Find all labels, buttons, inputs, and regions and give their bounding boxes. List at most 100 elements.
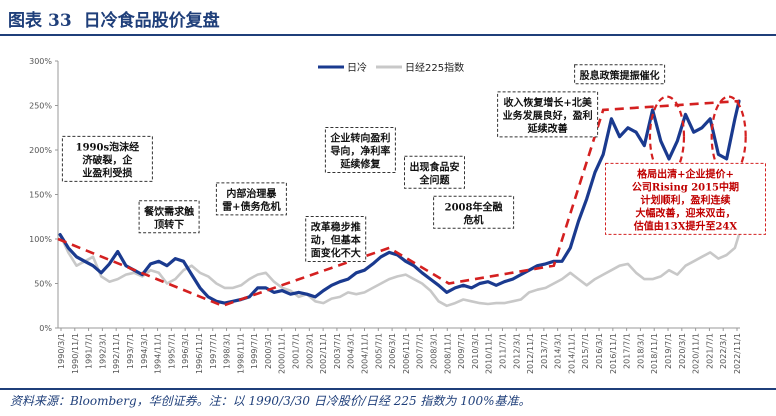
x-tick-label: 2014/11/1 xyxy=(567,333,576,374)
stock-chart: 0% 50% 100% 150% 200% 250% 300% 1990/3/1 1990/1… xyxy=(29,57,766,374)
highlight-ellipses xyxy=(648,95,747,178)
annotation-text: 1990s泡沫经 xyxy=(76,140,139,153)
annotation-text: 2008年全融 xyxy=(445,200,503,213)
red-annotation-box xyxy=(605,162,766,235)
series-layer xyxy=(58,99,741,308)
x-tick-label: 2012/3/1 xyxy=(512,333,521,369)
y-axis: 0% 50% 100% 150% 200% 250% 300% xyxy=(29,57,59,333)
y-tick-label: 0% xyxy=(39,324,52,333)
red-annotation-text: 大幅改善，迎来双击， xyxy=(635,206,735,219)
x-tick-label: 2018/11/1 xyxy=(650,333,659,374)
trend-line xyxy=(57,99,740,308)
y-tick-label: 250% xyxy=(29,102,52,111)
title-rule xyxy=(0,34,776,36)
x-tick-label: 2021/7/1 xyxy=(705,333,714,369)
figure-number: 33 xyxy=(48,11,72,31)
x-tick-label: 2013/7/1 xyxy=(540,333,549,369)
annotation-text: 面变化不大 xyxy=(311,247,361,260)
annotation-text: 改革稳步推 xyxy=(311,221,361,234)
annotation-box xyxy=(433,195,515,229)
annotation-box xyxy=(305,216,367,262)
x-tick-label: 1996/3/1 xyxy=(181,333,190,369)
x-tick-label: 2020/11/1 xyxy=(692,333,701,374)
x-tick-label: 2019/7/1 xyxy=(664,333,673,369)
red-annotation-text: 格局出清+企业提价+ xyxy=(637,167,734,180)
x-tick-label: 2005/7/1 xyxy=(374,333,383,369)
annotation-box xyxy=(215,182,287,216)
x-tick-label: 2016/11/1 xyxy=(609,333,618,374)
x-tick-label: 1990/3/1 xyxy=(57,333,66,369)
figure-title-text: 日冷食品股价复盘 xyxy=(83,11,220,31)
x-tick-label: 1992/11/1 xyxy=(112,333,121,374)
x-tick-label: 1993/7/1 xyxy=(126,333,135,369)
x-tick-label: 1999/7/1 xyxy=(250,333,259,369)
annotation-text: 危机 xyxy=(464,213,484,226)
legend-label-nikkei: 日经225指数 xyxy=(405,61,464,74)
figure-label: 图表 xyxy=(8,11,42,31)
annotation-text: 动，但基本 xyxy=(311,234,362,247)
red-annotation: 格局出清+企业提价+公司Rising 2015中期计划顺利，盈利连续大幅改善，迎… xyxy=(605,162,766,235)
x-tick-label: 2010/11/1 xyxy=(485,333,494,374)
annotation-box xyxy=(497,91,599,138)
x-tick-label: 1990/11/1 xyxy=(71,333,80,374)
figure-title: 图表 33 日冷食品股价复盘 xyxy=(8,6,220,31)
annotation-text: 延续修复 xyxy=(339,158,381,171)
x-tick-label: 2000/11/1 xyxy=(278,333,287,374)
y-tick-label: 150% xyxy=(29,191,52,200)
red-annotation-text: 公司Rising 2015中期 xyxy=(632,180,739,193)
x-tick-label: 2008/3/1 xyxy=(429,333,438,369)
x-tick-label: 1994/11/1 xyxy=(154,333,163,374)
annotations-layer: 1990s泡沫经济破裂，企业盈利受损餐饮需求触顶转下内部治理暴雷+债务危机改革稳… xyxy=(61,64,766,262)
source-note: 资料来源：Bloomberg，华创证券。注：以 1990/3/30 日冷股价/日… xyxy=(10,394,531,408)
x-tick-label: 1995/7/1 xyxy=(167,333,176,369)
x-tick-label: 1997/7/1 xyxy=(209,333,218,369)
annotation-text: 延续改善 xyxy=(527,122,568,135)
annotation-box xyxy=(324,127,396,173)
x-tick-label: 1998/3/1 xyxy=(223,333,232,369)
x-tick-label: 2016/3/1 xyxy=(595,333,604,369)
x-tick-label: 2012/11/1 xyxy=(526,333,535,374)
annotation-text: 顶转下 xyxy=(154,218,184,231)
x-tick-label: 2006/3/1 xyxy=(388,333,397,369)
x-tick-label: 2003/7/1 xyxy=(333,333,342,369)
x-tick-label: 2011/7/1 xyxy=(498,333,507,369)
x-tick-label: 2004/11/1 xyxy=(361,333,370,374)
annotation-box xyxy=(138,200,200,234)
y-tick-label: 50% xyxy=(34,280,52,289)
footer-rule xyxy=(0,388,776,390)
x-tick-label: 2002/3/1 xyxy=(305,333,314,369)
x-tick-label: 2014/3/1 xyxy=(554,333,563,369)
x-tick-label: 2009/7/1 xyxy=(457,333,466,369)
x-tick-label: 1991/7/1 xyxy=(85,333,94,369)
x-tick-label: 2010/3/1 xyxy=(471,333,480,369)
x-ticks: 1990/3/1 1990/11/1 1991/7/1 1992/3/1 1992/11… xyxy=(57,328,742,374)
red-annotation-text: 估值由13X提升至24X xyxy=(633,219,738,232)
x-tick-label: 1992/3/1 xyxy=(98,333,107,369)
trend-layer xyxy=(57,99,740,308)
annotation-box xyxy=(61,135,153,182)
series-line-nikkei xyxy=(58,233,741,308)
annotation: 股息政策提振催化 xyxy=(574,64,666,85)
x-tick-label: 2000/3/1 xyxy=(264,333,273,369)
annotation-text: 济破裂，企 xyxy=(82,153,133,166)
legend: 日冷 日经225指数 xyxy=(318,61,464,74)
annotation-text: 餐饮需求触 xyxy=(143,205,194,218)
x-tick-label: 2022/3/1 xyxy=(719,333,728,369)
x-tick-label: 2004/3/1 xyxy=(347,333,356,369)
y-tick-label: 200% xyxy=(29,146,52,155)
series-line-nichirei xyxy=(58,99,741,305)
x-axis: 1990/3/1 1990/11/1 1991/7/1 1992/3/1 1992/11… xyxy=(57,327,742,374)
annotation-text: 全问题 xyxy=(418,173,450,186)
y-tick-label: 300% xyxy=(29,57,52,66)
annotation-box xyxy=(404,155,465,189)
x-tick-label: 2015/7/1 xyxy=(581,333,590,369)
red-annotation-text: 计划顺利，盈利连续 xyxy=(640,193,730,206)
annotation-text: 雷+债务危机 xyxy=(222,200,280,213)
